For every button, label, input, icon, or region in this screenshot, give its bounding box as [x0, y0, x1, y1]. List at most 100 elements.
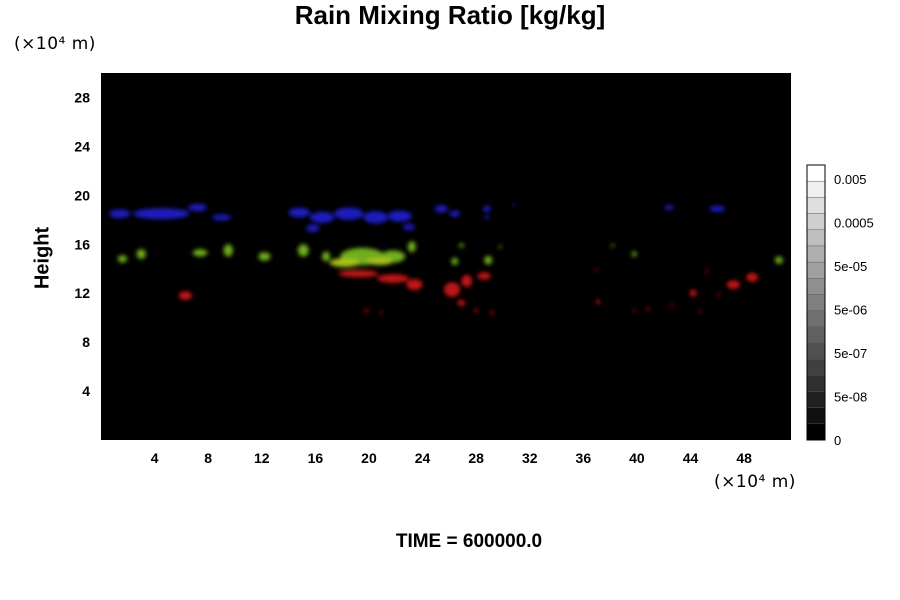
field-blob — [443, 282, 461, 297]
field-blob — [407, 241, 416, 253]
x-tick-label: 40 — [629, 450, 645, 466]
x-axis-unit: (×10⁴ m) — [714, 472, 796, 492]
field-blob — [631, 251, 637, 257]
y-tick-label: 12 — [74, 285, 90, 301]
field-blob — [403, 224, 416, 231]
x-tick-label: 8 — [204, 450, 212, 466]
field-blob — [364, 308, 369, 313]
field-blob — [305, 224, 320, 233]
colorbar-swatch — [806, 326, 826, 344]
field-blob — [136, 249, 146, 259]
field-blob — [109, 209, 131, 218]
field-blob — [329, 258, 361, 267]
x-tick-label: 16 — [308, 450, 324, 466]
field-blob — [482, 205, 491, 212]
colorbar-swatch — [806, 245, 826, 263]
x-tick-label: 4 — [151, 450, 159, 466]
colorbar-swatch — [806, 294, 826, 311]
field-blob — [705, 269, 709, 273]
x-tick-label: 12 — [254, 450, 270, 466]
x-tick-label: 44 — [683, 450, 699, 466]
colorbar-swatch — [806, 261, 826, 279]
colorbar-tick-label: 5e-08 — [834, 390, 867, 405]
y-tick-label: 20 — [74, 187, 90, 203]
x-tick-label: 48 — [736, 450, 752, 466]
field-blob — [746, 273, 759, 282]
y-tick-label: 4 — [82, 383, 90, 399]
field-blob — [717, 292, 721, 296]
colorbar-border — [806, 164, 826, 441]
y-tick-label: 8 — [82, 334, 90, 350]
colorbar-tick-label: 0.0005 — [834, 216, 874, 231]
field-blob — [611, 243, 615, 247]
field-blob — [366, 257, 394, 266]
colorbar-swatch — [806, 180, 826, 198]
field-blob — [379, 311, 383, 315]
field-blob — [322, 251, 331, 262]
colorbar-swatch — [806, 278, 826, 295]
field-blob — [377, 274, 410, 283]
field-blob — [461, 274, 473, 288]
x-tick-label: 28 — [468, 450, 484, 466]
time-label: TIME = 600000.0 — [395, 531, 543, 552]
field-blob — [133, 208, 190, 220]
field-blob — [192, 249, 208, 257]
field-blob — [406, 279, 423, 291]
y-axis-unit: (×10⁴ m) — [14, 34, 96, 54]
field-blob — [334, 207, 364, 220]
field-blob — [474, 308, 479, 313]
field-blob — [117, 255, 128, 263]
field-blob — [363, 211, 388, 224]
field-blob — [477, 272, 491, 280]
y-axis-label: Height — [31, 226, 54, 290]
plot-area — [101, 73, 791, 440]
field-blob — [670, 303, 674, 307]
colorbar-swatch — [806, 358, 826, 376]
field-blob — [449, 210, 461, 217]
field-blob — [258, 252, 271, 261]
colorbar-swatch — [806, 423, 826, 441]
colorbar-swatch — [806, 342, 826, 360]
field-blob — [338, 269, 379, 278]
field-blob — [434, 205, 449, 213]
field-blob — [458, 243, 465, 248]
chart-title: Rain Mixing Ratio [kg/kg] — [294, 0, 606, 30]
field-blob — [512, 203, 516, 207]
field-blob — [664, 205, 674, 211]
field-blob — [484, 255, 493, 265]
field-blob — [212, 214, 231, 221]
field-blob — [288, 207, 311, 218]
y-tick-label: 28 — [74, 89, 90, 105]
field-blob — [595, 268, 599, 272]
x-tick-label: 20 — [361, 450, 377, 466]
field-blob — [223, 244, 233, 257]
colorbar-tick-label: 5e-07 — [834, 346, 867, 361]
field-blob — [484, 215, 490, 220]
field-blob — [178, 291, 193, 300]
y-tick-label: 24 — [74, 138, 90, 154]
field-blob — [689, 289, 697, 297]
field-blob — [310, 211, 335, 223]
colorbar-tick-label: 5e-06 — [834, 303, 867, 318]
field-blob — [387, 210, 412, 222]
field-blob — [645, 307, 650, 311]
x-tick-label: 32 — [522, 450, 538, 466]
colorbar-tick-label: 0.005 — [834, 172, 867, 187]
field-blob — [709, 205, 726, 212]
field-blob — [774, 256, 783, 264]
field-blob — [498, 245, 502, 249]
colorbar-swatch — [806, 164, 826, 182]
field-blob — [457, 299, 466, 307]
field-blob — [490, 310, 495, 315]
field-blob — [297, 244, 309, 257]
colorbar-tick-label: 0 — [834, 433, 841, 448]
colorbar-swatch — [806, 197, 826, 214]
field-blob — [632, 308, 636, 312]
field-blob — [451, 257, 459, 266]
colorbar-swatch — [806, 310, 826, 327]
colorbar-swatch — [806, 375, 826, 392]
field-blob — [698, 310, 702, 314]
y-tick-label: 16 — [74, 236, 90, 252]
field-blob — [188, 203, 207, 212]
